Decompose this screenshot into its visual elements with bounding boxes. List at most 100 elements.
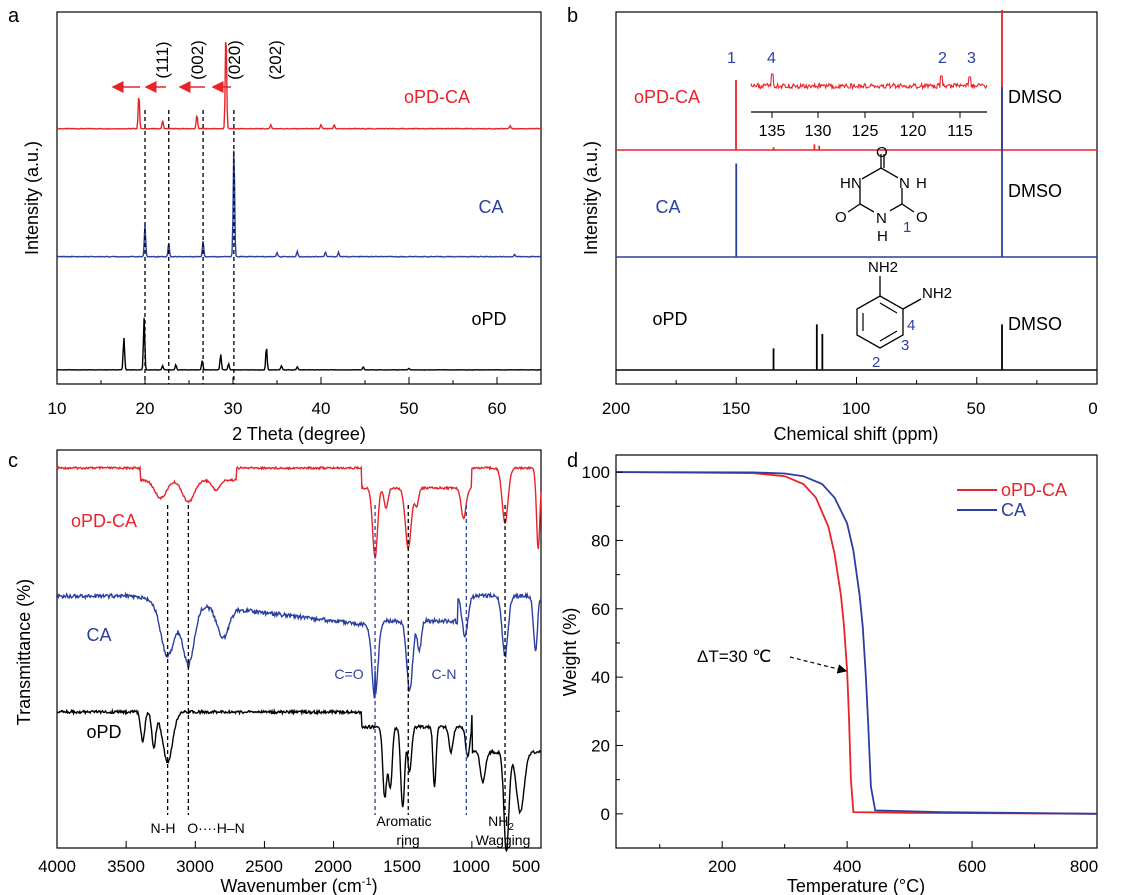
peak-label: 1 [727,50,736,67]
y-tick-label: 60 [591,600,610,619]
x-tick-label: 200 [708,857,736,876]
series-label-ca: CA [478,197,503,217]
x-axis-label: 2 Theta (degree) [232,424,366,444]
amine-label: NH2 [868,259,898,276]
annotation-co: C=O [334,666,363,682]
x-tick-label: 0 [1088,399,1097,418]
benzene-ring [856,295,904,349]
x-tick-label: 200 [602,399,630,418]
hkl-002: (002) [188,40,207,80]
y-tick-label: 100 [582,463,610,482]
y-tick-label: 80 [591,531,610,550]
x-tick-label: 3500 [107,857,145,876]
x-tick-label: 1500 [383,857,421,876]
panel-c-plot [56,464,542,853]
panel-a: a 10 20 30 40 50 60 2 Theta (degree) Int… [8,5,542,444]
ftir-series-line [56,591,542,699]
x-tick-label: 50 [400,399,419,418]
x-tick-label: 800 [1070,857,1098,876]
x-tick-label: 60 [488,399,507,418]
x-tick-label: 400 [833,857,861,876]
panel-a-plot [56,41,542,384]
series-label-opd: oPD [86,722,121,742]
solvent-label: DMSO [1008,314,1062,334]
x-tick-label: 10 [48,399,67,418]
inset-tick-label: 120 [900,123,927,140]
y-axis-label: Transmittance (%) [14,579,34,725]
miller-indices: (111) (002) (020) (202) [153,40,285,80]
x-axis-label: Temperature (°C) [787,876,925,895]
x-tick-label: 40 [312,399,331,418]
inset-tick-labels: 135 130 125 120 115 [759,123,973,140]
xrd-series-line [56,150,542,258]
atom-o: O [876,144,888,161]
panel-d: d 0 20 40 60 80 100 200 400 600 800 Temperature (… [560,450,1098,895]
hkl-111: (111) [153,41,172,78]
panel-c-xticks: 4000 3500 3000 2500 2000 1500 1000 500 [38,857,540,876]
legend: oPD-CA CA [957,480,1067,520]
x-tick-label: 150 [722,399,750,418]
annotation-aromatic: Aromatic [376,813,431,829]
y-tick-label: 40 [591,668,610,687]
tga-series-line [615,471,1098,815]
delta-t-annotation: ΔT=30 ℃ [697,647,771,666]
x-tick-label: 4000 [38,857,76,876]
x-tick-label: 500 [512,857,540,876]
ca-structure: H N N H O O O N H 1 [835,144,928,245]
amine-label: NH2 [922,285,952,302]
annotation-nh2: NH2 [488,813,514,833]
x-tick-label: 1000 [452,857,490,876]
series-label-opd-ca: oPD-CA [404,87,470,107]
x-tick-label: 600 [958,857,986,876]
solvent-label: DMSO [1008,181,1062,201]
panel-b-letter: b [567,5,578,27]
panel-d-letter: d [567,450,578,472]
carbon-number: 3 [901,337,909,354]
x-tick-label: 20 [136,399,155,418]
x-tick-label: 50 [967,399,986,418]
series-label-opd: oPD [652,309,687,329]
x-tick-label: 2000 [314,857,352,876]
atom-n: N [851,175,862,192]
panel-c: c 4000 3500 3000 2500 2000 1500 1000 500… [8,449,542,895]
annotation-ohn: O····H–N [187,820,245,836]
y-axis-label: Weight (%) [560,608,580,697]
hkl-020: (020) [225,40,244,80]
annotation-cn: C-N [432,666,457,682]
inset-tick-label: 135 [759,123,786,140]
peak-label: 3 [967,50,976,67]
series-label-ca: CA [655,197,680,217]
nmr-inset: 135 130 125 120 115 [751,111,987,140]
y-tick-label: 0 [601,805,610,824]
x-axis-label: Wavenumber (cm-1) [220,876,377,895]
y-tick-label: 20 [591,736,610,755]
panel-c-letter: c [8,450,18,472]
legend-label-ca: CA [1001,500,1026,520]
panel-a-letter: a [8,5,20,27]
panel-b: b 200 150 100 50 0 Chemical shift (ppm) … [567,5,1098,444]
hkl-202: (202) [266,40,285,80]
opd-structure: NH2 NH2 4 3 2 [856,259,952,371]
triazine-ring [859,167,903,217]
atom-o: O [835,209,847,226]
x-tick-label: 100 [842,399,870,418]
xrd-series-line [56,41,542,130]
annotation-nh: N-H [151,820,176,836]
panel-c-frame [56,449,542,849]
atom-h: H [840,175,851,192]
ftir-series-line [56,464,542,560]
inset-tick-label: 125 [852,123,879,140]
panel-b-xticks: 200 150 100 50 0 [602,399,1098,418]
ir-annotations: N-H O····H–N Aromatic ring NH2 Wagging C… [151,666,531,848]
ftir-series-line [56,707,541,853]
carbon-number: 1 [903,219,911,236]
series-label-opd: oPD [471,309,506,329]
annotation-ring: ring [396,832,419,848]
peak-label: 4 [767,50,776,67]
tga-series-line [615,471,1098,815]
atom-h: H [916,175,927,192]
inset-ticks [771,112,961,118]
peak-number-labels: 1 4 2 3 [727,50,976,67]
atom-n: N [876,210,887,227]
